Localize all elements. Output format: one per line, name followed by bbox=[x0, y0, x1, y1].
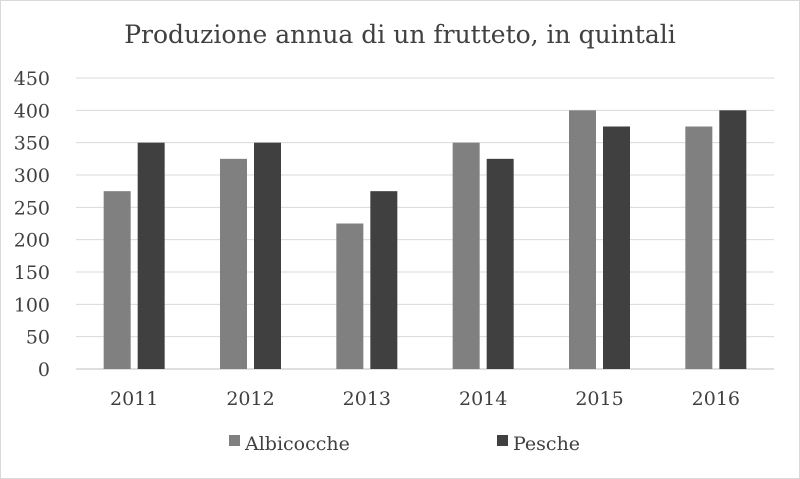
y-tick-label: 450 bbox=[14, 68, 50, 90]
y-axis-ticks: 0 50 100 150 200 250 300 350 400 450 bbox=[14, 68, 50, 381]
legend: Albicocche Pesche bbox=[229, 433, 580, 455]
bar-pesche-2013 bbox=[370, 191, 398, 369]
x-tick-label: 2013 bbox=[343, 388, 391, 410]
y-tick-label: 50 bbox=[26, 327, 50, 349]
y-tick-label: 300 bbox=[14, 165, 50, 187]
legend-label: Albicocche bbox=[244, 433, 350, 455]
y-tick-label: 0 bbox=[38, 359, 50, 381]
x-tick-label: 2011 bbox=[110, 388, 158, 410]
bar-pesche-2012 bbox=[254, 142, 281, 369]
y-tick-label: 200 bbox=[14, 230, 50, 252]
chart-title: Produzione annua di un frutteto, in quin… bbox=[124, 20, 676, 49]
bar-pesche-2014 bbox=[486, 158, 514, 369]
bar-pesche-2016 bbox=[719, 110, 747, 369]
bars bbox=[103, 110, 747, 369]
x-tick-label: 2012 bbox=[226, 388, 274, 410]
bar-pesche-2011 bbox=[137, 142, 165, 369]
bar-albicocche-2013 bbox=[336, 223, 364, 369]
bar-albicocche-2012 bbox=[220, 158, 247, 369]
legend-label: Pesche bbox=[513, 433, 580, 455]
bar-pesche-2015 bbox=[603, 126, 630, 369]
bar-albicocche-2011 bbox=[103, 191, 131, 369]
legend-swatch bbox=[497, 435, 508, 446]
bar-albicocche-2014 bbox=[452, 142, 480, 369]
y-tick-label: 150 bbox=[14, 262, 50, 284]
y-tick-label: 400 bbox=[14, 100, 50, 122]
x-tick-label: 2014 bbox=[459, 388, 507, 410]
bar-albicocche-2015 bbox=[569, 110, 596, 369]
y-tick-label: 100 bbox=[14, 294, 50, 316]
y-tick-label: 250 bbox=[14, 197, 50, 219]
bar-albicocche-2016 bbox=[685, 126, 713, 369]
x-axis-ticks: 2011 2012 2013 2014 2015 2016 bbox=[110, 388, 740, 410]
legend-swatch bbox=[229, 435, 240, 446]
y-tick-label: 350 bbox=[14, 133, 50, 155]
x-tick-label: 2016 bbox=[692, 388, 740, 410]
x-tick-label: 2015 bbox=[575, 388, 623, 410]
gridlines bbox=[76, 77, 774, 370]
